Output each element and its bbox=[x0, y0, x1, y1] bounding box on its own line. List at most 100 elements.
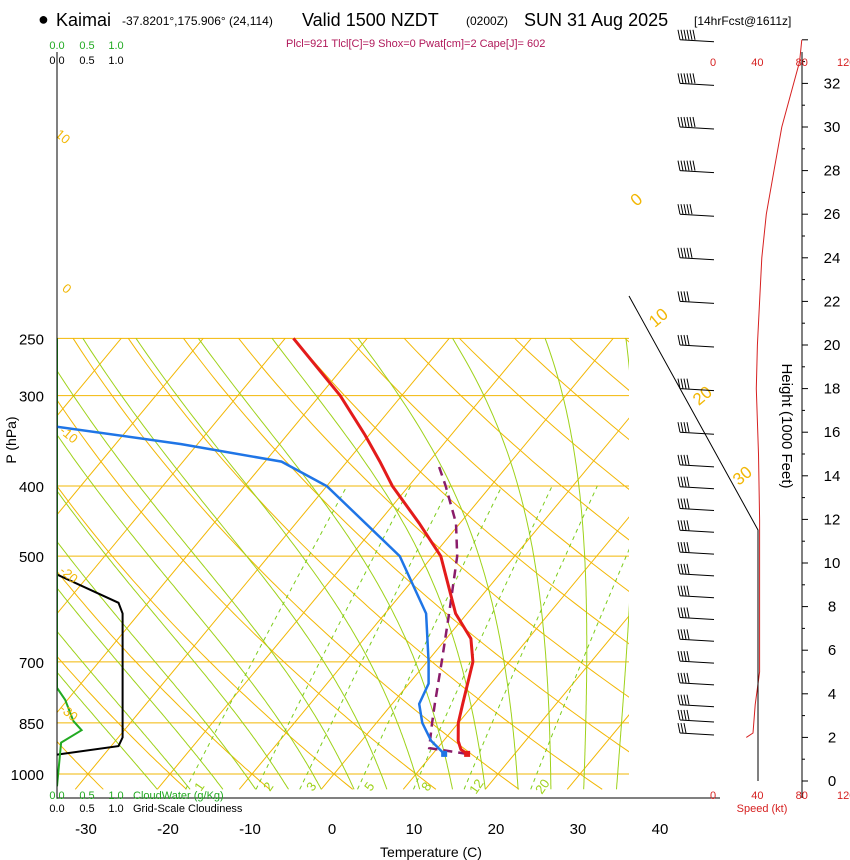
height-tick-label: 18 bbox=[824, 381, 841, 398]
wind-barb-feather bbox=[686, 629, 690, 640]
wind-barb-feather bbox=[680, 378, 684, 389]
wind-barb-staff bbox=[679, 638, 715, 642]
dry-adiabat-line bbox=[183, 338, 629, 753]
wind-barb-staff bbox=[679, 39, 715, 43]
wind-barb-feather bbox=[677, 454, 681, 465]
moist-adiabat-line bbox=[57, 433, 322, 790]
height-tick-label: 24 bbox=[824, 250, 841, 267]
wind-barb-feather bbox=[677, 694, 681, 705]
height-tick-label: 4 bbox=[828, 686, 836, 703]
wind-barb-feather bbox=[677, 291, 681, 302]
wind-barb-feather bbox=[686, 498, 690, 509]
height-tick-label: 26 bbox=[824, 206, 841, 223]
wind-barb-feather bbox=[677, 607, 681, 618]
wind-barb-feather bbox=[683, 422, 687, 433]
wind-speed-bottom-tick: 40 bbox=[751, 790, 763, 802]
wind-barb-feather bbox=[686, 160, 690, 171]
wind-barb-staff bbox=[679, 126, 715, 130]
wind-speed-bottom-tick: 0 bbox=[710, 790, 716, 802]
wind-barb-feather bbox=[680, 563, 684, 574]
pressure-tick-label: 400 bbox=[19, 479, 44, 496]
wind-barb-feather bbox=[686, 672, 690, 683]
wind-speed-bottom-tick: 120 bbox=[837, 790, 850, 802]
wind-barb-staff bbox=[679, 660, 715, 664]
temperature-trace bbox=[292, 337, 475, 756]
temperature-tick-label: 30 bbox=[570, 821, 587, 838]
temperature-tick-label: -10 bbox=[239, 821, 261, 838]
isotherm-line bbox=[402, 516, 629, 790]
wind-barb-feather bbox=[677, 204, 681, 215]
wind-barb-feather bbox=[677, 334, 681, 346]
wind-barb-feather bbox=[686, 73, 690, 84]
wind-barb-feather bbox=[686, 116, 690, 128]
cloudwater-top-tick: 0.0 bbox=[49, 40, 64, 52]
wind-barb-feather bbox=[677, 116, 681, 128]
pressure-tick-label: 250 bbox=[19, 331, 44, 348]
wind-barb-feather bbox=[683, 116, 687, 128]
mixing-ratio-line bbox=[463, 485, 598, 790]
wind-barb-feather bbox=[680, 29, 684, 40]
wind-barb-feather bbox=[683, 722, 687, 734]
pressure-tick-label: 700 bbox=[19, 655, 44, 672]
cloudwater-bottom-tick: 0.0 bbox=[49, 790, 64, 802]
wind-barb-feather bbox=[683, 709, 687, 721]
dewpoint-trace bbox=[57, 425, 446, 755]
dry-adiabat-line bbox=[127, 338, 603, 790]
moist-adiabat-label: 10 bbox=[645, 304, 672, 331]
wind-barb-feather bbox=[683, 334, 687, 346]
moist-adiabat-line bbox=[616, 338, 629, 790]
temperature-axis-label: Temperature (C) bbox=[380, 844, 482, 860]
wind-barb-feather bbox=[677, 73, 681, 84]
wind-barb-feather bbox=[680, 585, 684, 596]
wind-barb-feather bbox=[686, 291, 690, 302]
cloudwater-bottom-tick: 0.5 bbox=[79, 790, 94, 802]
mixing-ratio-label: 12 bbox=[466, 776, 487, 796]
wind-barb-feather bbox=[677, 542, 681, 553]
dry-adiabat-line bbox=[57, 655, 187, 790]
wind-speed-top-tick: 120 bbox=[837, 57, 850, 69]
wind-barb-feather bbox=[683, 607, 687, 618]
wind-barb-feather bbox=[686, 563, 690, 574]
cloudwater-bottom-tick: 1.0 bbox=[108, 790, 123, 802]
wind-barb-feather bbox=[686, 694, 690, 705]
wind-barb-feather bbox=[683, 498, 687, 509]
wind-barb-staff bbox=[679, 464, 715, 468]
wind-barb-feather bbox=[680, 73, 684, 84]
dry-adiabat-line bbox=[0, 338, 20, 789]
moist-adiabat-line bbox=[82, 338, 388, 790]
mixing-ratio-label: 2 bbox=[260, 779, 276, 794]
temperature-tick-label: 10 bbox=[406, 821, 423, 838]
wind-barb-feather bbox=[686, 29, 690, 40]
moist-adiabat-line bbox=[544, 338, 588, 790]
wind-barb-feather bbox=[677, 520, 681, 531]
height-tick-label: 16 bbox=[824, 424, 841, 441]
wind-barb-feather bbox=[680, 334, 684, 346]
moist-adiabat-line bbox=[57, 490, 289, 790]
moist-adiabat-label: 0 bbox=[627, 189, 646, 210]
mixing-ratio-line bbox=[185, 485, 348, 790]
wind-barb-feather bbox=[683, 585, 687, 596]
wind-barb-feather bbox=[686, 709, 690, 721]
pressure-axis-label: P (hPa) bbox=[3, 416, 19, 463]
dry-adiabat-line bbox=[624, 337, 629, 343]
forecast-info: [14hrFcst@1611z] bbox=[694, 14, 792, 28]
pressure-tick-label: 300 bbox=[19, 389, 44, 406]
height-tick-label: 28 bbox=[824, 163, 841, 180]
wind-barb-feather bbox=[680, 709, 684, 721]
parcel-indices: Plcl=921 Tlcl[C]=9 Shox=0 Pwat[cm]=2 Cap… bbox=[286, 38, 546, 50]
moist-adiabat-line bbox=[135, 338, 421, 790]
wind-barb-feather bbox=[677, 29, 681, 40]
wind-barb-feather bbox=[683, 454, 687, 465]
height-tick-label: 14 bbox=[824, 468, 841, 485]
wind-barb-staff bbox=[679, 617, 715, 620]
mixing-ratio-label: 8 bbox=[418, 779, 434, 794]
wind-barb-feather bbox=[683, 291, 687, 302]
wind-barb-feather bbox=[683, 247, 687, 258]
wind-barb-staff bbox=[679, 551, 715, 555]
cloudwater-top-tick: 1.0 bbox=[108, 40, 123, 52]
cloudiness-top-tick: 0.0 bbox=[49, 55, 64, 67]
mixing-ratio-line bbox=[299, 485, 451, 790]
wind-barb-feather bbox=[686, 520, 690, 531]
moist-adiabat-line bbox=[357, 338, 519, 790]
wind-barb-feather bbox=[680, 454, 684, 465]
